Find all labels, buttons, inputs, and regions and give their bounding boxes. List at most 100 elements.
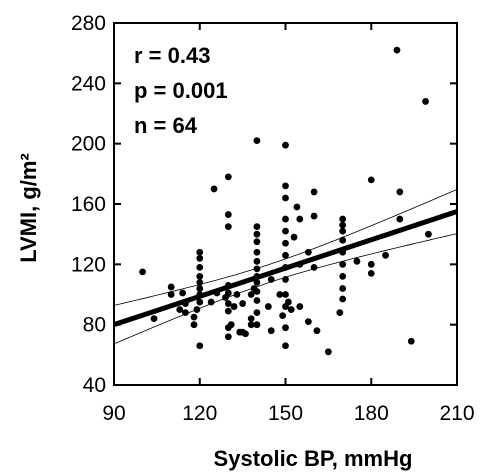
data-point [224,289,232,297]
data-point [339,285,347,292]
data-point [253,257,261,265]
data-point [253,230,261,238]
data-point [196,254,204,262]
data-point [253,288,261,295]
data-point [282,141,289,149]
data-point [182,300,189,307]
data-point [253,238,261,246]
stats-annotation: r = 0.43 p = 0.001 n = 64 [134,43,228,138]
data-point [324,348,332,356]
data-point [282,194,289,202]
data-point [284,298,292,306]
data-point [167,291,175,298]
data-point [393,46,401,54]
data-point [167,283,175,291]
data-point [224,173,232,181]
data-point [279,312,287,320]
data-point [227,321,235,329]
data-point [367,260,375,268]
data-point [224,300,232,307]
data-point [253,321,261,329]
data-point [282,239,289,247]
data-point [176,306,184,313]
data-point [190,321,198,329]
data-point [339,273,347,280]
data-point [336,309,344,316]
data-point [367,269,375,277]
y-axis-label: LVMI, g/m² [16,153,41,263]
data-point [282,263,289,271]
data-point [242,330,249,338]
data-point [313,327,321,335]
data-point [253,248,261,256]
data-point [293,203,301,211]
y-tick-label: 40 [83,374,106,397]
y-tick-label: 80 [83,314,106,337]
data-point [287,306,295,313]
data-point [304,318,312,326]
data-point [196,342,204,350]
data-point [339,221,347,229]
data-point [296,303,304,310]
data-point [193,306,201,313]
stat-r: r = 0.43 [134,43,210,68]
data-point [196,263,204,271]
data-point [282,215,289,223]
y-tick-label: 280 [71,12,106,35]
data-point [382,251,389,259]
data-point [224,223,232,231]
data-point [253,137,261,145]
stat-n: n = 64 [134,113,198,138]
x-tick-label: 90 [102,402,125,425]
y-tick-label: 240 [71,72,106,95]
y-tick-label: 120 [71,253,106,276]
data-point [253,309,261,316]
data-point [182,309,189,316]
data-point [224,333,232,341]
x-tick-label: 120 [182,402,217,425]
data-point [396,188,404,196]
data-point [196,248,204,256]
data-point [196,273,204,280]
y-tick-label: 160 [71,193,106,216]
data-point [207,298,215,306]
data-point [425,230,432,238]
data-point [196,291,204,298]
data-point [339,295,347,303]
data-point [282,182,289,190]
data-point [353,257,361,265]
x-tick-label: 210 [439,402,474,425]
data-point [253,265,261,273]
data-point [339,227,347,235]
y-tick-label: 200 [71,133,106,156]
data-point [239,300,247,307]
data-point [210,185,218,193]
data-point [310,212,318,220]
data-point [264,303,272,310]
data-point [196,298,204,306]
confidence-band-upper [113,189,458,306]
data-point [233,291,241,298]
data-point [139,268,146,276]
data-point [339,260,347,268]
data-point [253,297,261,304]
data-point [253,223,261,231]
data-point [247,315,255,323]
data-point [396,215,404,223]
data-point [282,251,289,259]
data-point [282,291,289,298]
data-point [224,282,232,289]
data-point [310,188,318,196]
data-point [196,279,204,286]
data-point [339,236,347,244]
data-point [296,215,304,223]
data-point [179,289,187,297]
data-point [224,211,232,218]
data-point [282,324,289,332]
data-point [296,260,304,268]
x-tick-label: 180 [354,402,389,425]
data-point [282,276,289,283]
data-point [247,321,255,329]
data-point [253,273,261,280]
